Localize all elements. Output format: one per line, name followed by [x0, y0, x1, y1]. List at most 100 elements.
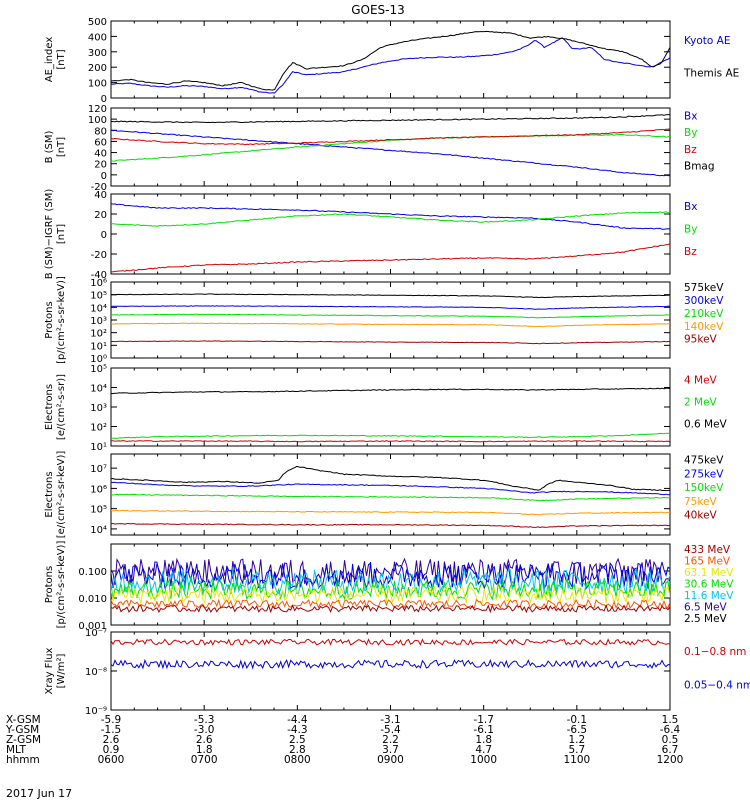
legend-entry: By — [684, 224, 697, 236]
x-axis-value: -1.7 — [473, 714, 494, 726]
legend-entry: 2 MeV — [684, 397, 718, 409]
y-tick-label: 10⁴ — [90, 384, 107, 395]
legend-entry: Bz — [684, 144, 697, 156]
series-line-0-6-mev — [111, 387, 670, 395]
series-line-75kev — [111, 509, 670, 516]
x-axis-value: 0900 — [377, 754, 404, 766]
y-tick-label: 10² — [90, 329, 107, 340]
y-axis-label: [p/(cm²-s-sr-keV)] — [56, 541, 67, 629]
y-axis-label: B (SM)−IGRF (SM) — [44, 189, 55, 280]
x-axis-value: -6.5 — [567, 724, 588, 736]
series-line-0-05-0-4-nm — [111, 658, 670, 670]
x-axis-value: -6.1 — [473, 724, 494, 736]
y-tick-label: 10⁴ — [90, 303, 107, 314]
y-axis-label: Protons — [44, 301, 55, 338]
x-axis-value: -3.1 — [380, 714, 401, 726]
y-tick-label: 10⁶ — [90, 278, 107, 289]
legend-entry: 0.1−0.8 nm — [684, 646, 746, 658]
y-tick-label: 10⁰ — [90, 354, 107, 365]
legend-entry: Themis AE — [683, 68, 739, 80]
y-tick-label: -40 — [91, 270, 107, 281]
y-tick-label: 120 — [88, 104, 107, 115]
legend-entry: 300keV — [684, 295, 724, 307]
y-tick-label: 100 — [88, 79, 107, 90]
y-axis-label: Protons — [44, 566, 55, 603]
y-axis-label: [p/(cm²-s-sr-keV)] — [56, 276, 67, 364]
x-axis-value: -5.9 — [101, 714, 122, 726]
y-tick-label: 10⁶ — [90, 484, 107, 495]
y-tick-label: 10⁻⁹ — [85, 706, 107, 717]
series-line-63-1-mev — [111, 569, 670, 595]
y-tick-label: 200 — [88, 63, 107, 74]
x-axis-row-label: Z-GSM — [6, 734, 41, 746]
x-axis-value: 1100 — [563, 754, 590, 766]
series-line-575kev — [111, 293, 670, 299]
y-tick-label: 60 — [94, 137, 107, 148]
x-axis-value: -6.4 — [660, 724, 681, 736]
y-tick-label: 10⁷ — [90, 464, 107, 475]
series-line-275kev — [111, 481, 670, 496]
panel-frame — [110, 193, 671, 275]
y-tick-label: 40 — [94, 149, 107, 160]
y-tick-label: 40 — [94, 190, 107, 201]
y-tick-label: 80 — [94, 126, 107, 137]
x-axis-value: -5.4 — [380, 724, 401, 736]
series-line-140kev — [111, 322, 670, 328]
panel-electrons2: 10⁴ 10⁵ 10⁶ 10⁷ Electrons [e/(cm²-s-sr-keV)] 4… — [44, 451, 724, 539]
y-axis-label: [nT] — [56, 137, 67, 157]
y-tick-label: 500 — [88, 17, 107, 28]
y-axis-label: Xray Flux — [44, 647, 55, 694]
panel-electrons1: 10¹ 10² 10³ 10⁴ 10⁵ Electrons [e/(cm²-s-sr)] 4 … — [44, 364, 728, 453]
series-line-bz — [111, 128, 670, 146]
series-group — [111, 465, 670, 529]
series-group — [111, 293, 670, 345]
x-axis-value: -3.0 — [194, 724, 215, 736]
series-group — [111, 557, 670, 614]
x-axis-value: 5.7 — [568, 744, 585, 756]
x-axis-row-label: MLT — [6, 744, 26, 756]
y-tick-label: -20 — [91, 182, 107, 193]
series-line-0-1-0-8-nm — [111, 638, 670, 646]
legend-entry: Kyoto AE — [684, 35, 730, 47]
panel-frame — [110, 367, 671, 447]
y-axis-label: [e/(cm²-s-sr-keV)] — [56, 451, 67, 539]
legend-entry: 210keV — [684, 308, 724, 320]
legend-entry: 150keV — [684, 482, 724, 494]
legend-entry: 0.6 MeV — [684, 419, 728, 431]
series-line-2-mev — [111, 432, 670, 439]
series-line-6-5-mev — [111, 598, 670, 610]
series-group — [111, 638, 670, 670]
legend-entry: 165 MeV — [684, 556, 731, 568]
series-line-by — [111, 133, 670, 162]
legend-entry: 63.1 MeV — [684, 567, 734, 579]
legend-entry: 575keV — [684, 282, 724, 294]
x-axis-value: 2.2 — [382, 734, 399, 746]
x-axis-value: -0.1 — [567, 714, 588, 726]
legend-entry: 140keV — [684, 321, 724, 333]
panel-frame — [110, 281, 671, 359]
y-tick-label: 10¹ — [90, 442, 107, 453]
x-axis-value: -4.3 — [287, 724, 308, 736]
legend-entry: 11.6 MeV — [684, 590, 734, 602]
plot-title: GOES-13 — [351, 3, 405, 17]
series-line-bmag — [111, 114, 670, 124]
series-line-475kev — [111, 465, 670, 492]
y-axis-label: [e/(cm²-s-sr)] — [56, 374, 67, 440]
y-tick-label: 10⁻⁷ — [85, 628, 107, 639]
series-group — [111, 387, 670, 443]
x-axis-value: 0.5 — [662, 734, 679, 746]
x-axis-value: 1.2 — [568, 734, 585, 746]
y-axis-label: [nT] — [56, 49, 67, 69]
panel-ae: 0 100 200 300 400 500 AE_index [nT] Kyoto AE Them… — [44, 17, 739, 105]
x-axis-value: -5.3 — [194, 714, 215, 726]
y-tick-label: 0 — [101, 171, 107, 182]
series-line-by — [111, 211, 670, 227]
y-tick-label: 400 — [88, 32, 107, 43]
legend-entry: 0.05−0.4 nm — [684, 679, 750, 691]
series-line-kyoto-ae — [111, 37, 670, 94]
x-axis-value: 2.8 — [289, 744, 306, 756]
legend-entry: 275keV — [684, 468, 724, 480]
